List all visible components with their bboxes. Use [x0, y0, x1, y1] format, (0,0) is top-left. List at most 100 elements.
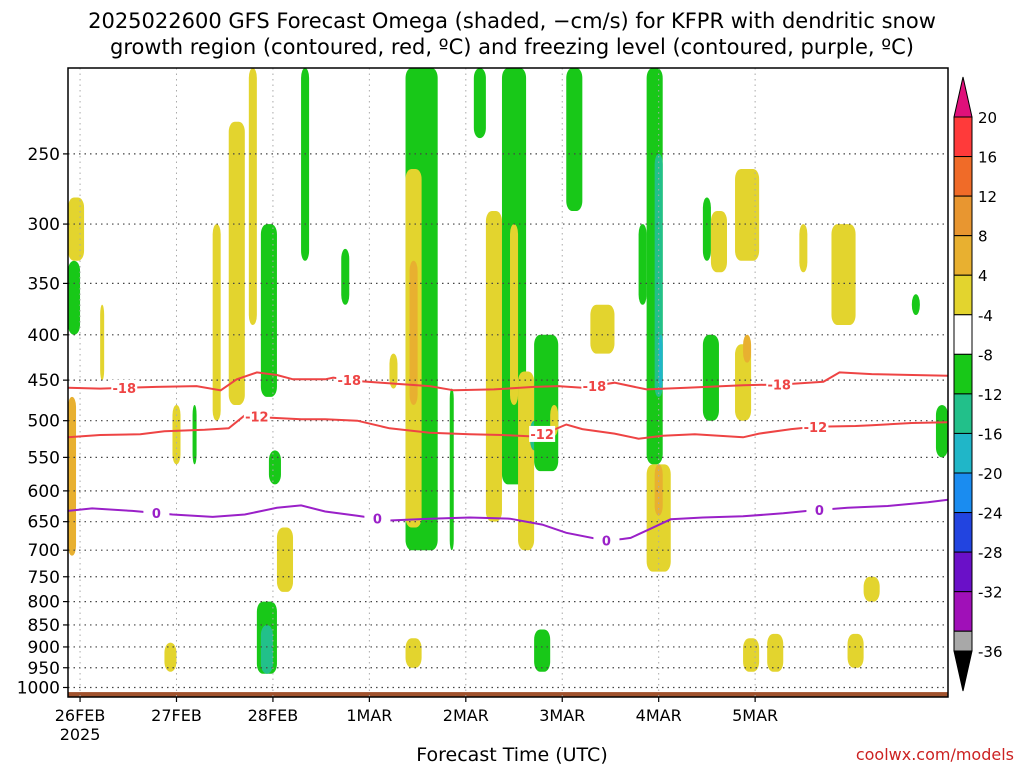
colorbar-label-6: -8	[978, 346, 993, 364]
omega-cell-4	[164, 642, 177, 672]
omega-cell-24	[485, 211, 502, 522]
x-tick-label-4: 2MAR	[443, 706, 489, 725]
omega-cell-45	[743, 334, 752, 363]
y-tick-label-6: 550	[28, 448, 60, 468]
grid-lines	[68, 68, 948, 697]
colorbar-label-7: -12	[978, 386, 1003, 404]
omega-cell-0	[68, 197, 85, 261]
contour-label-bg-2-0	[143, 505, 170, 522]
omega-cell-49	[831, 224, 856, 326]
omega-cell-6	[192, 404, 197, 465]
colorbar-label-4: 4	[978, 267, 988, 285]
omega-cell-27	[518, 371, 535, 551]
x-year-label: 2025	[60, 725, 101, 744]
contour-label-bg-1-1	[529, 425, 556, 442]
omega-cell-5	[172, 404, 181, 465]
y-tick-label-1: 300	[28, 215, 60, 235]
contour-line-2	[67, 498, 949, 542]
contour-label-bg-2-2	[593, 532, 620, 549]
colorbar-swatch-0	[953, 116, 973, 158]
chart-title: 2025022600 GFS Forecast Omega (shaded, −…	[0, 8, 1024, 60]
omega-cell-8	[228, 121, 245, 405]
x-tick-label-1: 27FEB	[151, 706, 202, 725]
colorbar-label-9: -20	[978, 465, 1003, 483]
colorbar-label-2: 12	[978, 188, 997, 206]
colorbar-swatch-11	[953, 551, 973, 593]
omega-cell-15	[301, 68, 310, 261]
contour-label-1-1: -12	[530, 428, 554, 443]
contour-label-2-2: 0	[602, 535, 611, 550]
contour-label-bg-2-3	[806, 501, 833, 518]
omega-cell-47	[767, 633, 784, 672]
colorbar-swatch-10	[953, 512, 973, 553]
omega-cell-20	[409, 260, 418, 405]
y-tick-label-5: 500	[28, 412, 60, 432]
omega-cell-3	[68, 260, 81, 335]
x-tick-label-0: 26FEB	[55, 706, 106, 725]
omega-cell-31	[534, 629, 551, 672]
omega-cell-13	[260, 224, 277, 397]
contour-label-1-2: -12	[804, 421, 828, 436]
omega-cell-21	[405, 638, 422, 668]
colorbar-swatch-6	[953, 353, 973, 395]
colorbar-label-1: 16	[978, 149, 997, 167]
omega-cell-7	[212, 224, 221, 421]
y-tick-label-15: 1000	[17, 678, 60, 698]
omega-cell-16	[341, 248, 350, 305]
chart-title-line-2: growth region (contoured, red, ºC) and f…	[110, 35, 914, 59]
y-tick-label-2: 350	[28, 274, 60, 294]
contour-label-0-1: -18	[338, 374, 362, 389]
omega-cell-34	[638, 224, 647, 305]
colorbar-top-arrow	[953, 76, 973, 118]
colorbar-bottom-arrow	[953, 650, 973, 692]
y-tick-label-9: 700	[28, 541, 60, 561]
contour-label-bg-0-1	[336, 371, 363, 388]
omega-cell-11	[260, 624, 273, 674]
contour-label-1-0: -12	[245, 410, 269, 425]
contour-label-2-1: 0	[373, 513, 382, 528]
colorbar-swatch-12	[953, 591, 973, 632]
omega-cell-40	[702, 197, 711, 261]
colorbar-swatch-5	[953, 314, 973, 355]
colorbar-label-13: -36	[978, 643, 1003, 661]
colorbar-label-11: -28	[978, 544, 1003, 562]
omega-cell-51	[863, 576, 880, 602]
colorbar-swatch-7	[953, 393, 973, 434]
contour-label-bg-1-0	[243, 408, 270, 425]
omega-cell-48	[799, 224, 808, 273]
x-tick-label-5: 3MAR	[539, 706, 585, 725]
y-tick-label-7: 600	[28, 482, 60, 502]
omega-cell-29	[534, 334, 559, 472]
credit-text[interactable]: coolwx.com/models	[855, 745, 1014, 764]
omega-cell-37	[658, 334, 663, 389]
omega-cell-14	[276, 527, 294, 592]
contour-label-0-3: -18	[767, 378, 791, 393]
contour-label-bg-0-2	[581, 377, 608, 394]
colorbar-label-0: 20	[978, 109, 997, 127]
omega-cell-23	[473, 68, 486, 139]
colorbar-swatch-13	[953, 630, 973, 652]
omega-cell-53	[935, 404, 948, 458]
contour-label-2-3: 0	[815, 504, 824, 519]
colorbar-swatch-2	[953, 195, 973, 237]
colorbar-label-3: 8	[978, 228, 988, 246]
colorbar-swatch-8	[953, 432, 973, 474]
contour-label-2-0: 0	[152, 507, 161, 522]
colorbar-swatch-1	[953, 156, 973, 197]
y-tick-label-8: 650	[28, 513, 60, 533]
terrain-band	[68, 692, 948, 697]
x-tick-label-6: 4MAR	[636, 706, 682, 725]
colorbar-label-12: -32	[978, 584, 1003, 602]
omega-cell-12	[268, 450, 281, 485]
chart-title-line-1: 2025022600 GFS Forecast Omega (shaded, −…	[88, 9, 936, 33]
omega-cell-42	[710, 211, 727, 273]
omega-cell-9	[248, 68, 257, 326]
omega-cell-52	[911, 294, 920, 316]
colorbar-swatch-3	[953, 235, 973, 276]
omega-cell-50	[847, 633, 864, 668]
colorbar-label-8: -16	[978, 425, 1003, 443]
omega-cell-38	[646, 464, 671, 572]
contour-label-bg-0-0	[111, 379, 138, 396]
y-tick-label-12: 850	[28, 616, 60, 636]
